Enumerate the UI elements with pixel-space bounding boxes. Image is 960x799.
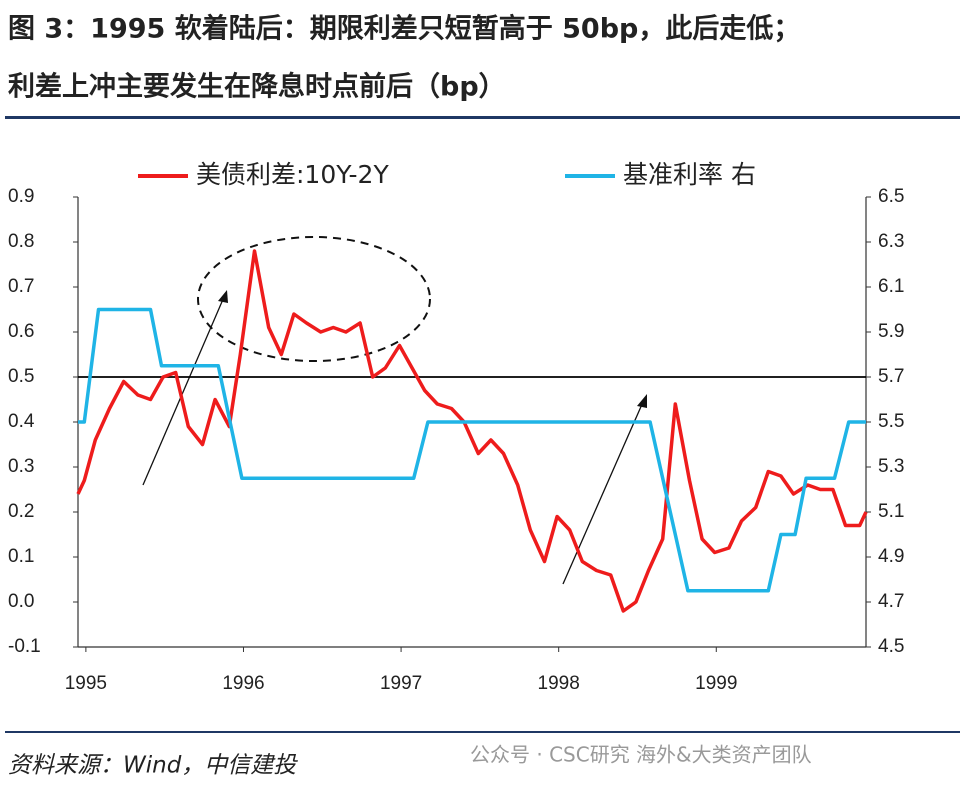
y2-tick-label: 5.7 — [878, 366, 904, 387]
x-tick-label: 1999 — [695, 673, 737, 694]
y2-tick-label: 5.9 — [878, 321, 904, 342]
y2-tick-label: 4.7 — [878, 591, 904, 612]
chart: -0.1 0.0 0.1 0.2 0.3 0.4 0.5 0.6 0.7 0.8 0.9 4.5 4.7… — [8, 160, 904, 694]
x-tick-label: 1998 — [538, 673, 580, 694]
series-line — [76, 249, 868, 613]
top-rule — [5, 116, 960, 119]
y-tick-label: 0.1 — [8, 546, 34, 567]
y-tick-label: 0.9 — [8, 186, 34, 207]
y2-tick-label: 4.5 — [878, 636, 904, 657]
y-tick-label: 0.3 — [8, 456, 34, 477]
watermark: 公众号 · CSC研究 海外&大类资产团队 — [470, 743, 812, 767]
y-tick-label: 0.6 — [8, 321, 34, 342]
y-tick-label: 0.2 — [8, 501, 34, 522]
y-tick-label: -0.1 — [8, 636, 41, 657]
bottom-rule — [5, 731, 960, 733]
highlight-ellipse — [197, 236, 431, 362]
y-tick-label: 0.4 — [8, 411, 35, 432]
y2-tick-label: 4.9 — [878, 546, 904, 567]
arrow — [562, 401, 644, 585]
y2-tick-label: 5.3 — [878, 456, 904, 477]
y-tick-label: 0.0 — [8, 591, 34, 612]
x-tick-label: 1997 — [380, 673, 422, 694]
arrow-head — [218, 290, 228, 303]
series-line — [78, 307, 866, 593]
arrow-head — [637, 394, 647, 408]
x-tick-label: 1995 — [65, 673, 107, 694]
source: 资料来源：Wind，中信建投 — [8, 753, 298, 779]
title-line: 图 3：1995 软着陆后：期限利差只短暂高于 50bp，此后走低； — [8, 13, 800, 45]
y-tick-label: 0.5 — [8, 366, 34, 387]
y2-tick-label: 6.1 — [878, 276, 904, 297]
x-tick-label: 1996 — [222, 673, 264, 694]
legend-label: 美债利差:10Y-2Y — [196, 160, 389, 189]
arrow — [142, 296, 225, 486]
y-tick-label: 0.8 — [8, 231, 34, 252]
y-tick-label: 0.7 — [8, 276, 34, 297]
y2-tick-label: 5.1 — [878, 501, 904, 522]
title-line: 利差上冲主要发生在降息时点前后（bp） — [8, 71, 506, 103]
y2-tick-label: 6.3 — [878, 231, 904, 252]
legend-label: 基准利率 右 — [623, 160, 756, 189]
y2-tick-label: 6.5 — [878, 186, 904, 207]
y2-tick-label: 5.5 — [878, 411, 904, 432]
